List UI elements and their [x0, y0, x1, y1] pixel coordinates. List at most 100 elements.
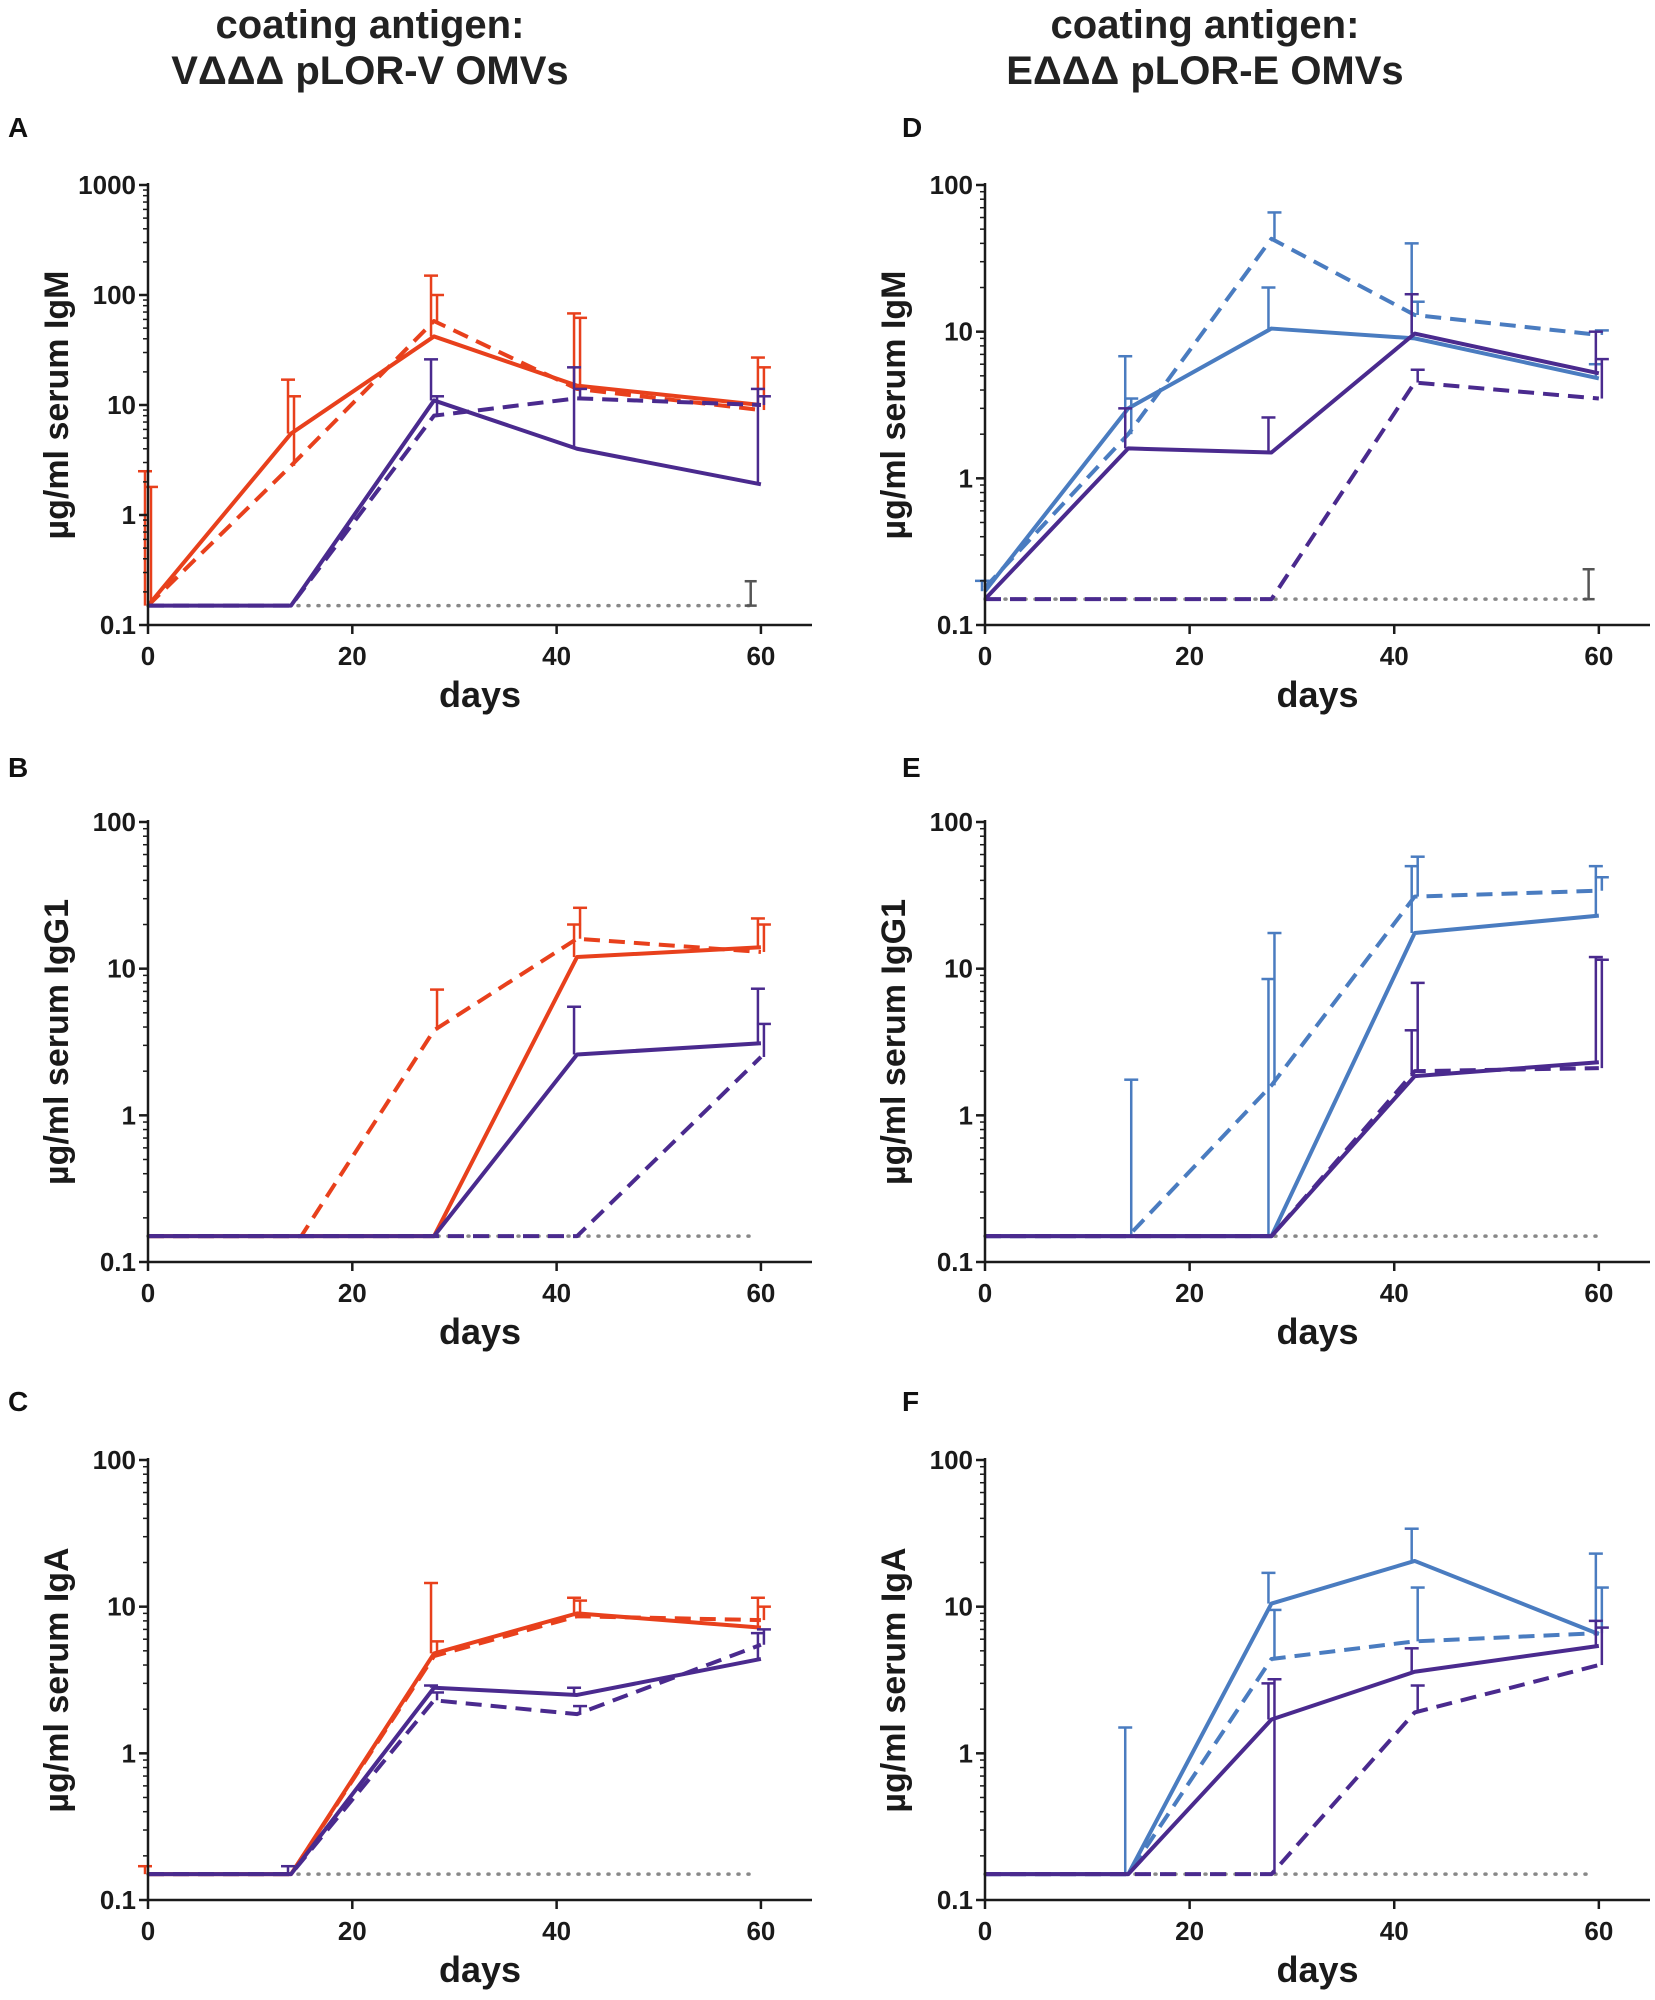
series-line [148, 1656, 762, 1877]
y-tick-label: 0.1 [937, 1247, 973, 1277]
series-line [985, 1558, 1600, 1877]
series-line [985, 1631, 1599, 1877]
y-tick-label: 10 [107, 1592, 136, 1622]
series-line [146, 319, 762, 608]
x-tick-label: 40 [1380, 1916, 1409, 1946]
y-axis-label: µg/ml serum IgG1 [875, 899, 913, 1185]
series-line [148, 936, 762, 1239]
y-tick-label: 10 [944, 1592, 973, 1622]
series-line [983, 236, 1600, 589]
chart-panel-a: 0.1 1 10 100 1000 0 20 40 60 days µg/ml serum IgM [38, 170, 812, 715]
y-axis-label: µg/ml serum IgM [38, 271, 76, 540]
x-axis-label: days [1276, 1949, 1358, 1990]
series-line [985, 1663, 1600, 1877]
series-line [148, 1614, 761, 1877]
y-tick-label: 1 [959, 1738, 973, 1768]
panel-letter-c: C [8, 1386, 29, 1417]
series-purple-solid [147, 1631, 765, 1877]
x-axis-label: days [439, 674, 521, 715]
series-line [148, 396, 761, 608]
chart-panel-b: 0.1 1 10 100 0 20 40 60 days µg/ml serum IgG1 [38, 807, 812, 1352]
x-tick-label: 0 [978, 1278, 992, 1308]
panel-letter-f: F [902, 1386, 920, 1417]
y-tick-label: 100 [930, 1445, 973, 1475]
column-title-left: coating antigen: VΔΔΔ pLOR-V OMVs [90, 2, 650, 94]
x-tick-label: 0 [978, 1916, 992, 1946]
y-tick-label: 10 [944, 317, 973, 347]
y-tick-label: 100 [930, 170, 973, 200]
x-tick-label: 20 [338, 641, 367, 671]
series-purple-dashed [984, 1626, 1609, 1877]
chart-panel-e: 0.1 1 10 100 0 20 40 60 days µg/ml serum IgG1 [875, 807, 1650, 1352]
series-blue-dashed [984, 1586, 1609, 1877]
y-tick-label: 0.1 [100, 610, 136, 640]
x-tick-label: 0 [141, 641, 155, 671]
y-tick-label: 0.1 [100, 1885, 136, 1915]
y-tick-label: 100 [93, 807, 136, 837]
panel-letter-a: A [8, 112, 29, 143]
panel-letter-e: E [902, 752, 921, 783]
x-tick-label: 20 [1175, 1916, 1204, 1946]
x-tick-label: 20 [338, 1278, 367, 1308]
series-purple-solid [147, 987, 765, 1239]
y-tick-label: 10 [107, 954, 136, 984]
y-tick-label: 1 [959, 463, 973, 493]
panel-letter-d: D [902, 112, 923, 143]
x-tick-label: 40 [542, 1278, 571, 1308]
x-tick-label: 20 [1175, 1278, 1204, 1308]
x-tick-label: 60 [746, 1278, 775, 1308]
series-line [985, 913, 1600, 1239]
x-tick-label: 0 [141, 1916, 155, 1946]
y-tick-label: 1000 [78, 170, 136, 200]
series-purple-solid [983, 292, 1603, 601]
chart-panel-c: 0.1 1 10 100 0 20 40 60 days µg/ml serum IgA [38, 1445, 812, 1990]
y-axis-label: µg/ml serum IgA [875, 1547, 913, 1812]
x-tick-label: 0 [978, 641, 992, 671]
series-blue-solid [984, 864, 1603, 1239]
y-tick-label: 1 [959, 1100, 973, 1130]
series-blue-solid [975, 242, 1603, 593]
series-line [985, 888, 1599, 1239]
series-purple-dashed [147, 387, 771, 608]
series-line [148, 1041, 762, 1239]
series-red-dashed [144, 293, 771, 608]
x-tick-label: 40 [1380, 1278, 1409, 1308]
x-axis-label: days [439, 1311, 521, 1352]
column-title-left-line1: coating antigen: [215, 3, 525, 47]
series-line [148, 945, 762, 1239]
y-axis-label: µg/ml serum IgM [875, 271, 913, 540]
y-axis-label: µg/ml serum IgG1 [38, 899, 76, 1185]
series-purple-dashed [984, 357, 1609, 602]
series-red-solid [138, 274, 765, 607]
y-tick-label: 100 [93, 1445, 136, 1475]
series-line [985, 1060, 1599, 1239]
y-tick-label: 1 [122, 1100, 136, 1130]
series-line [148, 398, 762, 608]
y-tick-label: 1 [122, 500, 136, 530]
x-axis-label: days [1276, 674, 1358, 715]
chart-panel-f: 0.1 1 10 100 0 20 40 60 days µg/ml serum IgA [875, 1445, 1650, 1990]
x-axis-label: days [1276, 1311, 1358, 1352]
column-title-right-line2: EΔΔΔ pLOR-E OMVs [1006, 49, 1404, 93]
x-axis-label: days [439, 1949, 521, 1990]
x-tick-label: 40 [1380, 641, 1409, 671]
chart-panel-d: 0.1 1 10 100 0 20 40 60 days µg/ml serum IgM [875, 170, 1650, 715]
series-red-dashed [147, 1599, 771, 1877]
series-line [983, 326, 1600, 593]
y-axis-label: µg/ml serum IgA [38, 1547, 76, 1812]
y-tick-label: 10 [944, 954, 973, 984]
x-tick-label: 60 [1584, 641, 1613, 671]
series-line [148, 1611, 762, 1877]
series-line [985, 1643, 1600, 1877]
series-red-solid [138, 1581, 765, 1877]
column-title-left-line2: VΔΔΔ pLOR-V OMVs [171, 49, 569, 93]
x-tick-label: 60 [746, 641, 775, 671]
series-blue-dashed [984, 855, 1609, 1239]
y-tick-label: 0.1 [100, 1247, 136, 1277]
y-tick-label: 100 [930, 807, 973, 837]
x-tick-label: 60 [1584, 1278, 1613, 1308]
x-tick-label: 20 [1175, 641, 1204, 671]
x-tick-label: 60 [746, 1916, 775, 1946]
x-tick-label: 0 [141, 1278, 155, 1308]
